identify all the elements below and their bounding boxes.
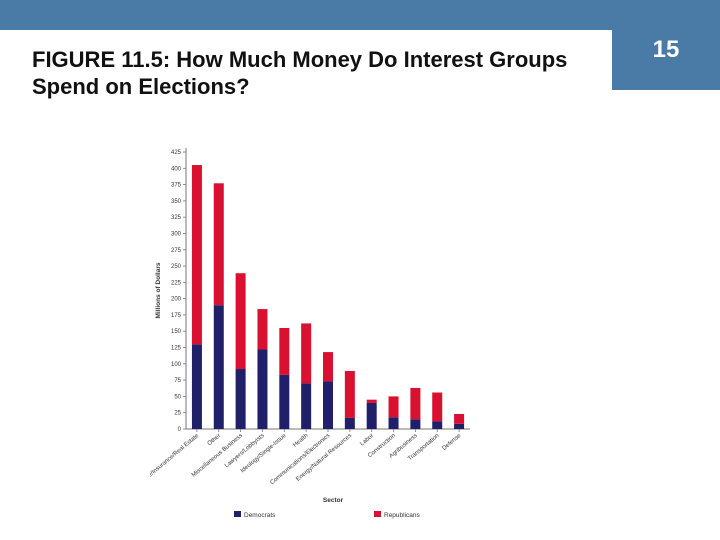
- y-tick-label: 375: [171, 183, 182, 189]
- y-tick-label: 150: [171, 329, 182, 335]
- y-tick-label: 200: [171, 297, 182, 303]
- bar-republicans-6: [323, 352, 333, 382]
- bar-democrats-10: [410, 419, 421, 429]
- bar-democrats-6: [323, 381, 333, 429]
- bar-republicans-8: [366, 399, 377, 403]
- bar-republicans-12: [454, 414, 465, 424]
- y-tick-label: 250: [171, 264, 182, 270]
- bar-democrats-4: [279, 374, 290, 429]
- y-tick-label: 325: [171, 215, 182, 221]
- legend-swatch-democrats: [234, 511, 241, 517]
- bar-democrats-1: [213, 305, 224, 429]
- x-tick-label: Health: [292, 433, 309, 449]
- x-tick-label: Defense: [441, 433, 462, 452]
- legend-swatch-republicans: [374, 511, 381, 517]
- bar-republicans-5: [301, 323, 312, 384]
- stacked-bar-chart: 0 25 50 75 100 125 150 175 200 225 250 275 300 325 350…: [150, 148, 470, 519]
- bar-republicans-0: [191, 165, 202, 345]
- y-tick-label: 275: [171, 248, 182, 254]
- y-tick-label: 75: [174, 378, 181, 384]
- y-tick-label: 225: [171, 280, 182, 286]
- y-tick-label: 300: [171, 231, 182, 237]
- y-tick-label: 175: [171, 313, 182, 319]
- page-number: 15: [612, 0, 720, 90]
- legend-label-democrats: Democrats: [244, 512, 276, 519]
- x-tick-label: Finance/Insurance/Real Estate: [150, 433, 201, 491]
- bar-democrats-5: [301, 383, 312, 429]
- bar-democrats-8: [366, 402, 377, 429]
- bar-democrats-2: [235, 369, 246, 429]
- x-tick-label: Labor: [359, 433, 375, 447]
- x-axis-title: Sector: [323, 497, 344, 504]
- y-axis-title: Millions of Dollars: [155, 262, 162, 318]
- x-tick-label: Other: [207, 433, 222, 447]
- y-tick-label: 125: [171, 346, 182, 352]
- bar-republicans-9: [388, 396, 399, 418]
- y-tick-label: 25: [174, 411, 181, 417]
- bar-democrats-7: [344, 417, 355, 429]
- bar-democrats-11: [432, 421, 443, 429]
- x-tick-label: Lawyers/Lobbyists: [224, 433, 266, 469]
- bar-republicans-1: [213, 183, 224, 306]
- bar-republicans-10: [410, 387, 421, 420]
- bar-republicans-3: [257, 309, 268, 350]
- bar-republicans-7: [344, 370, 355, 418]
- bar-republicans-4: [279, 327, 290, 375]
- y-tick-label: 425: [171, 150, 182, 156]
- slide-title: FIGURE 11.5: How Much Money Do Interest …: [32, 47, 568, 99]
- legend-label-republicans: Republicans: [384, 512, 421, 519]
- y-tick-label: 350: [171, 199, 182, 205]
- y-tick-label: 100: [171, 362, 182, 368]
- bar-republicans-11: [432, 392, 443, 422]
- y-tick-label: 0: [178, 427, 182, 433]
- bar-democrats-12: [454, 423, 465, 429]
- bar-democrats-0: [191, 344, 202, 429]
- bar-republicans-2: [235, 273, 246, 370]
- y-tick-label: 50: [174, 394, 181, 400]
- top-banner: [0, 0, 720, 30]
- y-tick-label: 400: [171, 166, 182, 172]
- bar-democrats-9: [388, 417, 399, 429]
- bar-democrats-3: [257, 349, 268, 429]
